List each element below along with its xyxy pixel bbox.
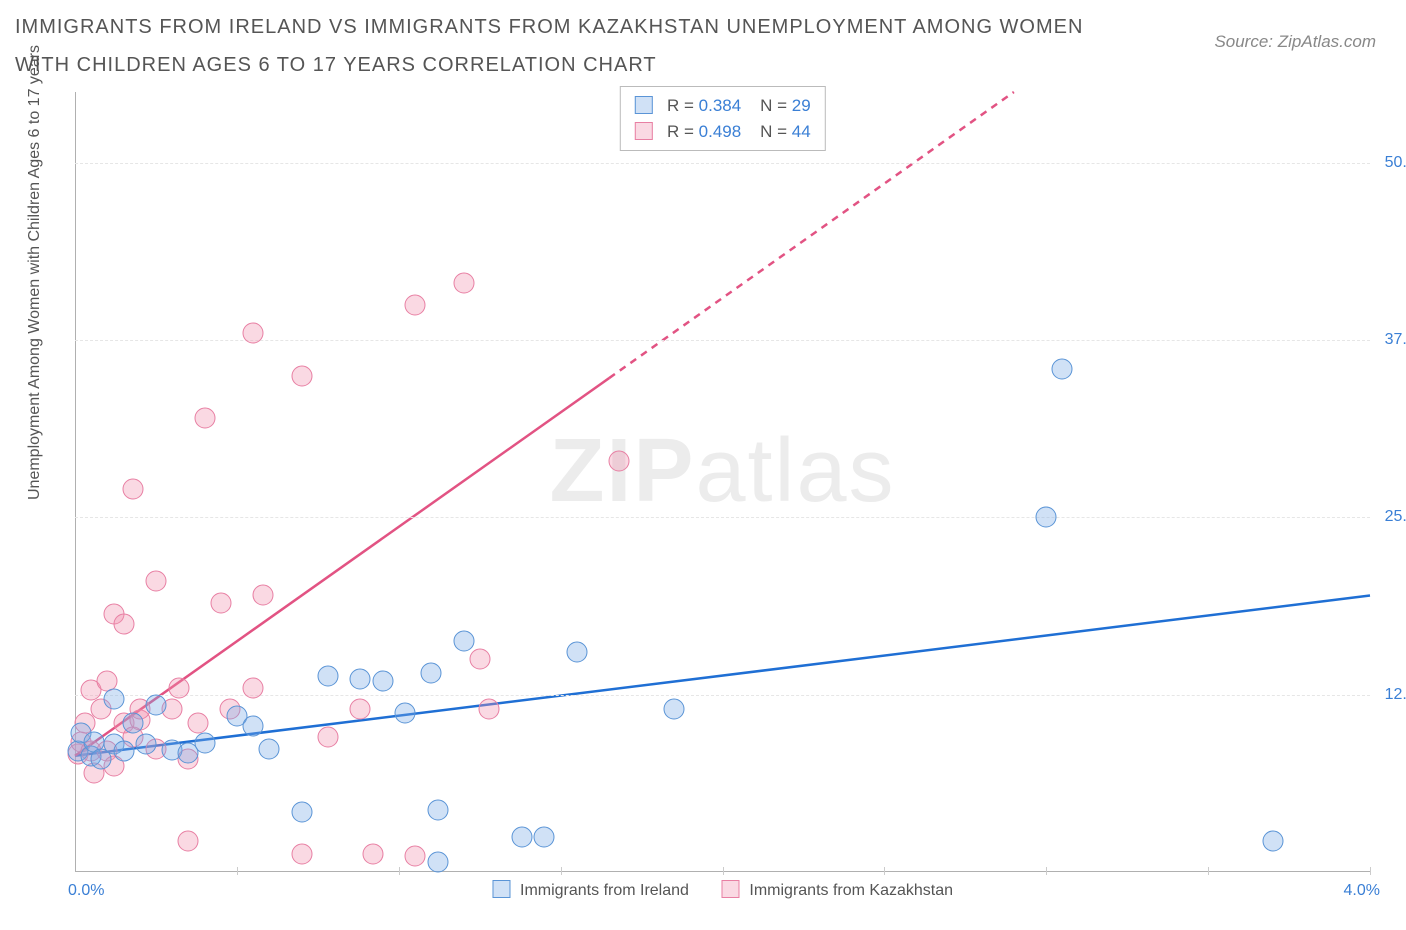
data-point — [453, 630, 474, 651]
y-tick-label: 12.5% — [1385, 686, 1406, 704]
data-point — [469, 649, 490, 670]
data-point — [421, 663, 442, 684]
data-point — [145, 571, 166, 592]
swatch-kazakhstan — [634, 122, 652, 140]
legend-swatch-ireland — [492, 880, 510, 898]
swatch-ireland — [634, 96, 652, 114]
y-tick-label: 25.0% — [1385, 508, 1406, 526]
gridline — [75, 517, 1370, 518]
data-point — [317, 666, 338, 687]
data-point — [136, 734, 157, 755]
data-point — [566, 642, 587, 663]
data-point — [1262, 830, 1283, 851]
data-point — [168, 677, 189, 698]
data-point — [252, 585, 273, 606]
data-point — [349, 698, 370, 719]
stats-row-kazakhstan: R = 0.498 N = 44 — [634, 119, 810, 145]
data-point — [404, 846, 425, 867]
data-point — [479, 698, 500, 719]
data-point — [188, 713, 209, 734]
data-point — [291, 365, 312, 386]
data-point — [194, 408, 215, 429]
legend-label-kazakhstan: Immigrants from Kazakhstan — [749, 882, 953, 899]
data-point — [259, 738, 280, 759]
data-point — [427, 852, 448, 873]
x-tick — [237, 867, 238, 875]
x-tick — [1046, 867, 1047, 875]
data-point — [123, 479, 144, 500]
data-point — [511, 826, 532, 847]
x-tick — [1370, 867, 1371, 875]
data-point — [663, 698, 684, 719]
data-point — [103, 688, 124, 709]
data-point — [534, 826, 555, 847]
x-tick — [561, 867, 562, 875]
y-tick-label: 37.5% — [1385, 331, 1406, 349]
gridline — [75, 163, 1370, 164]
data-point — [362, 843, 383, 864]
gridline — [75, 340, 1370, 341]
data-point — [243, 715, 264, 736]
y-tick-label: 50.0% — [1385, 154, 1406, 172]
x-tick — [884, 867, 885, 875]
data-point — [291, 802, 312, 823]
gridline — [75, 695, 1370, 696]
x-tick — [399, 867, 400, 875]
data-point — [113, 613, 134, 634]
data-point — [243, 323, 264, 344]
data-point — [194, 732, 215, 753]
data-point — [113, 741, 134, 762]
data-point — [145, 694, 166, 715]
source-label: Source: ZipAtlas.com — [1214, 32, 1376, 52]
x-axis-label-min: 0.0% — [68, 882, 104, 900]
data-point — [243, 677, 264, 698]
data-point — [210, 592, 231, 613]
y-axis-label: Unemployment Among Women with Children A… — [26, 45, 44, 500]
bottom-legend: Immigrants from Ireland Immigrants from … — [492, 880, 953, 900]
plot-area: ZIPatlas — [75, 92, 1370, 872]
watermark: ZIPatlas — [549, 420, 895, 523]
chart-title: IMMIGRANTS FROM IRELAND VS IMMIGRANTS FR… — [15, 8, 1115, 84]
data-point — [317, 727, 338, 748]
chart-area: ZIPatlas R = 0.384 N = 29 R = 0.498 N = … — [75, 92, 1370, 872]
x-tick — [723, 867, 724, 875]
data-point — [608, 450, 629, 471]
data-point — [427, 799, 448, 820]
data-point — [453, 273, 474, 294]
data-point — [1036, 507, 1057, 528]
data-point — [349, 669, 370, 690]
legend-swatch-kazakhstan — [721, 880, 739, 898]
data-point — [178, 830, 199, 851]
x-tick — [1208, 867, 1209, 875]
stats-row-ireland: R = 0.384 N = 29 — [634, 93, 810, 119]
data-point — [404, 294, 425, 315]
data-point — [372, 670, 393, 691]
stats-box: R = 0.384 N = 29 R = 0.498 N = 44 — [619, 86, 825, 151]
data-point — [291, 843, 312, 864]
legend-label-ireland: Immigrants from Ireland — [520, 882, 689, 899]
data-point — [395, 703, 416, 724]
data-point — [123, 713, 144, 734]
x-axis-label-max: 4.0% — [1344, 882, 1380, 900]
data-point — [1052, 358, 1073, 379]
